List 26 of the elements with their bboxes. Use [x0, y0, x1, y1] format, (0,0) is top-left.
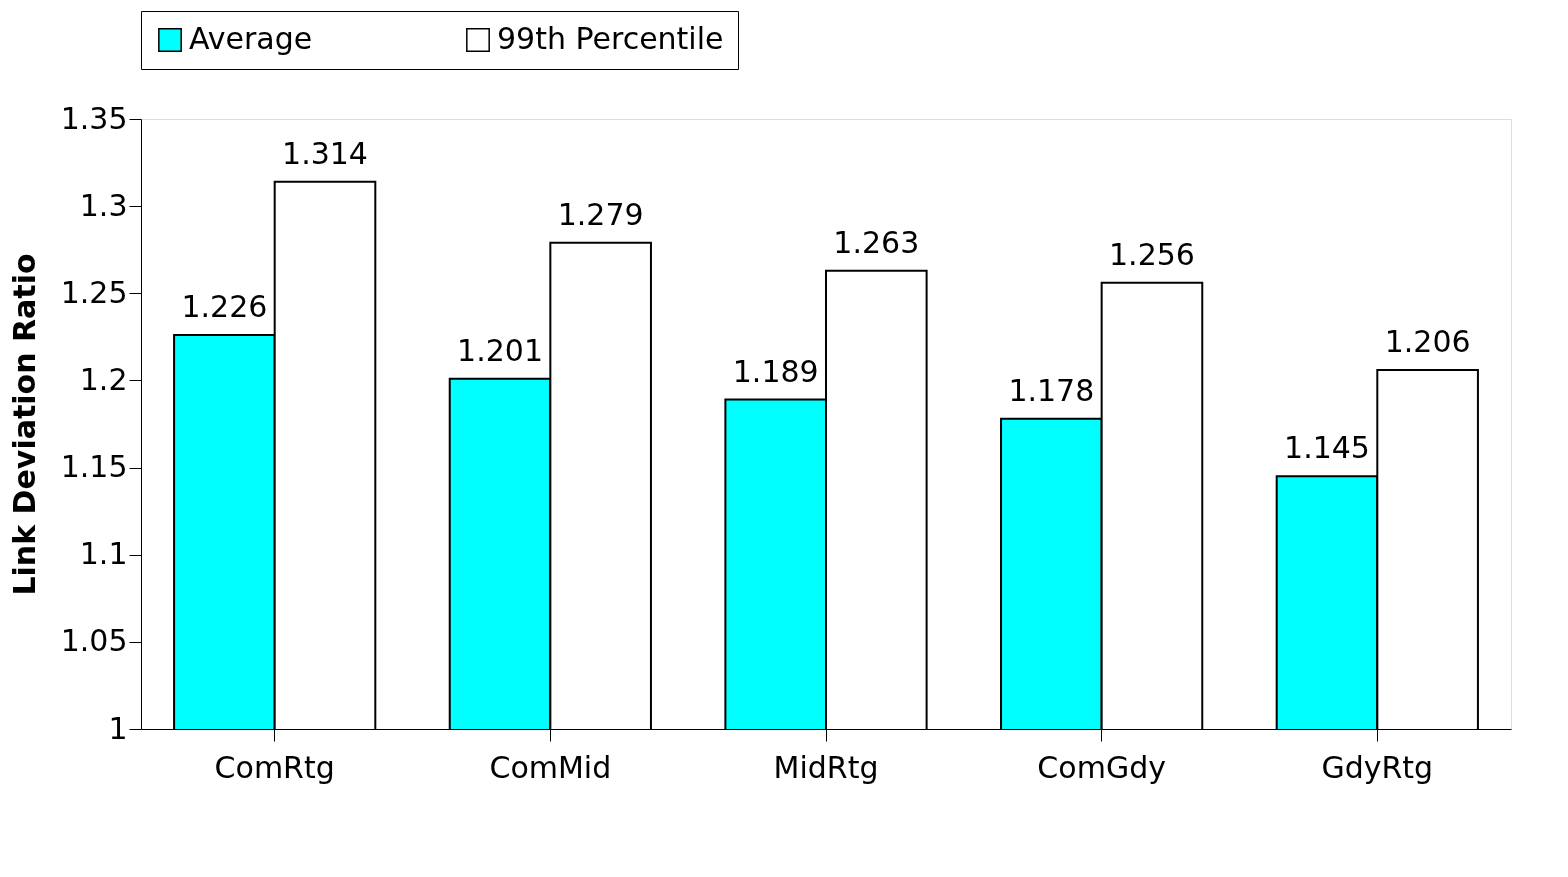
- y-tick-label: 1.25: [60, 274, 128, 310]
- data-label: 1.189: [732, 353, 819, 389]
- data-label: 1.145: [1284, 430, 1370, 466]
- data-label: 1.206: [1384, 323, 1471, 359]
- y-tick-label: 1.05: [60, 623, 128, 659]
- y-tick-label: 1: [108, 710, 128, 746]
- data-label: 1.263: [833, 224, 920, 260]
- x-tick-label: GdyRtg: [1321, 749, 1434, 785]
- data-label: 1.201: [457, 332, 543, 368]
- y-tick-label: 1.3: [79, 187, 128, 223]
- data-label: 1.256: [1109, 236, 1195, 272]
- legend-label: Average: [189, 21, 313, 56]
- x-tick-label: ComMid: [489, 749, 612, 785]
- y-tick-label: 1.1: [79, 536, 128, 572]
- y-tick-label: 1.15: [60, 449, 128, 485]
- x-tick-label: ComRtg: [214, 749, 335, 785]
- y-axis-title: Link Deviation Ratio: [6, 253, 42, 596]
- legend-label: 99th Percentile: [497, 21, 724, 56]
- data-label: 1.279: [557, 196, 644, 232]
- data-label: 1.178: [1008, 372, 1095, 408]
- x-tick-label: ComGdy: [1037, 749, 1166, 785]
- y-tick-label: 1.35: [60, 100, 128, 136]
- x-tick-label: MidRtg: [773, 749, 879, 785]
- y-tick-label: 1.2: [79, 361, 128, 397]
- data-label: 1.226: [181, 289, 268, 325]
- data-label: 1.314: [282, 135, 368, 171]
